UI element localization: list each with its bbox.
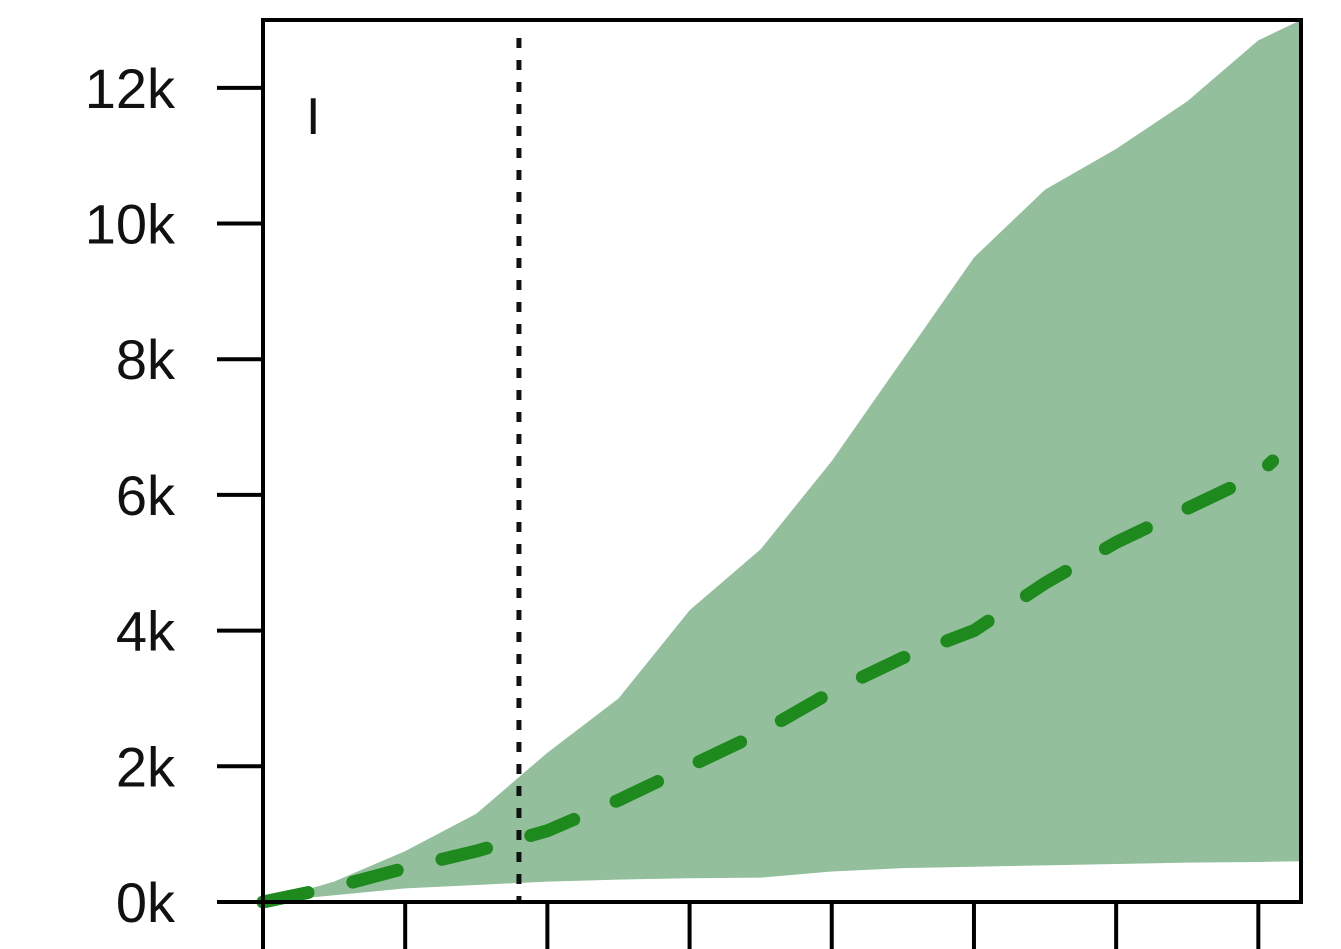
uncertainty-band: [263, 20, 1301, 902]
y-tick-label: 0k: [116, 871, 176, 934]
y-tick-label: 12k: [85, 57, 176, 120]
y-tick-label: 8k: [116, 328, 176, 391]
y-tick-label: 10k: [85, 193, 176, 256]
y-tick-label: 2k: [116, 735, 176, 798]
median-line: [256, 454, 1280, 909]
panel-label: I: [306, 88, 320, 146]
plot-frame: [261, 18, 1303, 904]
y-tick-label: 4k: [116, 600, 176, 663]
y-tick-label: 6k: [116, 464, 176, 527]
